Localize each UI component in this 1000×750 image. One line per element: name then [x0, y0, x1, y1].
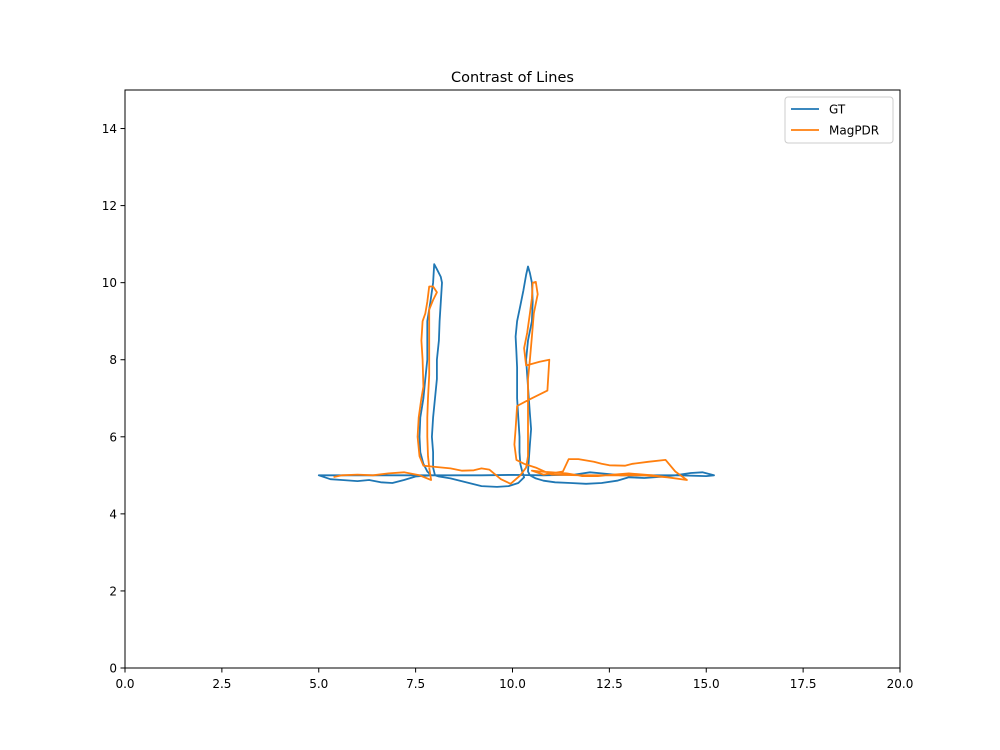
x-tick-label: 10.0: [499, 677, 526, 691]
x-tick-label: 20.0: [887, 677, 914, 691]
y-tick-label: 6: [109, 430, 117, 444]
legend-label-gt: GT: [829, 103, 846, 117]
x-tick-label: 15.0: [693, 677, 720, 691]
y-tick-label: 0: [109, 662, 117, 676]
x-tick-label: 12.5: [596, 677, 623, 691]
x-tick-label: 7.5: [406, 677, 425, 691]
y-tick-label: 12: [102, 199, 117, 213]
y-axis: 0 2 4 6 8 10 12 14: [102, 122, 125, 676]
x-tick-label: 2.5: [212, 677, 231, 691]
legend: GT MagPDR: [784, 96, 894, 144]
y-tick-label: 4: [109, 507, 117, 521]
x-tick-label: 17.5: [790, 677, 817, 691]
x-tick-label: 5.0: [309, 677, 328, 691]
series-line-magpdr: [333, 281, 688, 485]
chart-title: Contrast of Lines: [451, 70, 574, 86]
y-tick-label: 14: [102, 122, 117, 136]
y-tick-label: 8: [109, 353, 117, 367]
x-tick-label: 0.0: [115, 677, 134, 691]
x-axis: 0.0 2.5 5.0 7.5 10.0 12.5 15.0 17.5 20.0: [115, 668, 913, 691]
series-layer: [317, 263, 715, 488]
y-tick-label: 2: [109, 584, 117, 598]
legend-label-magpdr: MagPDR: [829, 124, 879, 138]
series-line-gt: [317, 263, 715, 488]
y-tick-label: 10: [102, 276, 117, 290]
